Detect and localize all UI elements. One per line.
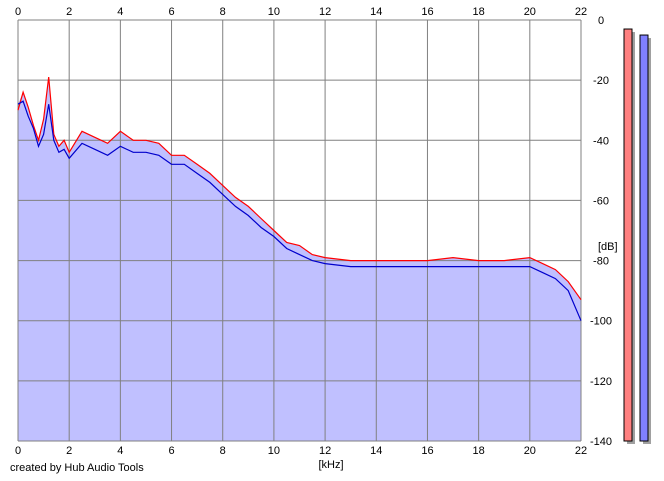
- y-tick-label: -100: [590, 316, 612, 328]
- y-tick-label: -120: [590, 376, 612, 388]
- y-tick-label: -140: [590, 436, 612, 448]
- x-tick-label-top: 10: [268, 6, 280, 18]
- spectrum-area: [18, 77, 581, 441]
- level-meter-1: [623, 28, 633, 442]
- x-tick-label-bottom: 4: [117, 445, 123, 457]
- x-tick-label-top: 22: [575, 6, 587, 18]
- x-tick-label-bottom: 20: [524, 445, 536, 457]
- y-axis-label: [dB]: [598, 241, 618, 253]
- x-tick-label-bottom: 16: [421, 445, 433, 457]
- y-tick-label: -40: [593, 135, 609, 147]
- credit-text: created by Hub Audio Tools: [10, 462, 144, 474]
- x-tick-label-top: 14: [370, 6, 382, 18]
- spectrum-fill: [18, 77, 581, 441]
- y-tick-labels: 0 -20 -40 -60 -80 -100 -120 -140: [590, 15, 612, 448]
- x-tick-label-bottom: 0: [15, 445, 21, 457]
- x-tick-label-top: 6: [168, 6, 174, 18]
- x-tick-label-bottom: 14: [370, 445, 382, 457]
- x-tick-label-top: 18: [473, 6, 485, 18]
- grid-lines: [17, 19, 582, 442]
- x-axis-label: [kHz]: [318, 459, 343, 471]
- y-tick-label: -60: [593, 195, 609, 207]
- series-line-2: [17, 100, 582, 321]
- x-tick-label-bottom: 22: [575, 445, 587, 457]
- x-tick-label-bottom: 6: [168, 445, 174, 457]
- level-meter-2: [639, 34, 649, 442]
- x-tick-label-top: 20: [524, 6, 536, 18]
- y-tick-label: -20: [593, 75, 609, 87]
- x-tick-label-top: 12: [319, 6, 331, 18]
- level-meters: [623, 28, 651, 445]
- y-tick-label: -80: [593, 256, 609, 268]
- x-tick-label-top: 2: [66, 6, 72, 18]
- x-tick-label-top: 16: [421, 6, 433, 18]
- series-lines: [17, 77, 582, 321]
- x-tick-label-top: 8: [220, 6, 226, 18]
- x-tick-label-bottom: 8: [220, 445, 226, 457]
- x-tick-label-top: 0: [15, 6, 21, 18]
- x-tick-label-bottom: 18: [473, 445, 485, 457]
- x-tick-label-top: 4: [117, 6, 123, 18]
- x-tick-label-bottom: 12: [319, 445, 331, 457]
- y-tick-label: 0: [598, 15, 604, 27]
- series-line-1: [17, 77, 582, 301]
- x-tick-label-bottom: 2: [66, 445, 72, 457]
- x-tick-label-bottom: 10: [268, 445, 280, 457]
